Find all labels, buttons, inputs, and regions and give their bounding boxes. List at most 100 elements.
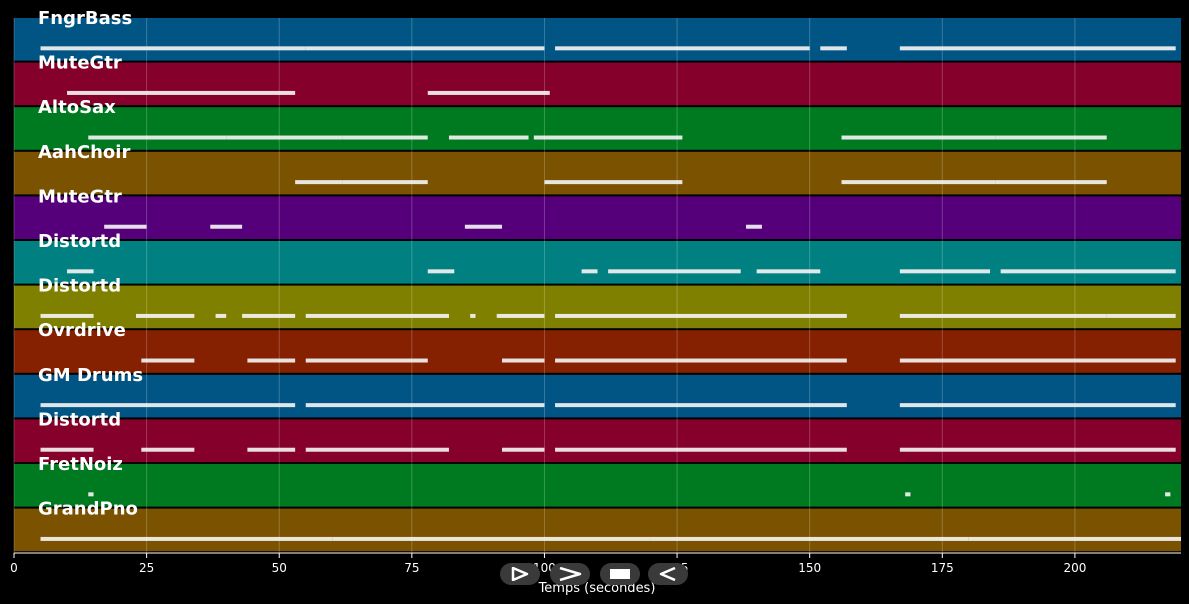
stop-button[interactable]	[600, 563, 640, 585]
x-tick-label: 150	[798, 561, 821, 575]
track-label: Distortd	[38, 409, 121, 430]
note-mark	[67, 269, 94, 274]
note-mark	[968, 536, 1181, 541]
track-label: AltoSax	[38, 97, 116, 118]
note-mark	[555, 358, 847, 363]
note-mark	[247, 447, 296, 452]
track-label: MuteGtr	[38, 53, 122, 74]
fast-forward-icon	[559, 567, 582, 581]
note-mark	[40, 313, 94, 318]
note-mark	[136, 313, 195, 318]
note-mark	[141, 358, 195, 363]
grid-lines	[13, 18, 1076, 553]
track-labels: FngrBass MuteGtr AltoSax AahChoir MuteGtr Dis…	[38, 8, 143, 520]
note-mark	[226, 135, 343, 140]
track-label: Distortd	[38, 276, 121, 297]
note-mark	[746, 224, 762, 229]
note-mark	[995, 135, 1107, 140]
note-mark	[899, 269, 991, 274]
note-mark	[342, 135, 428, 140]
note-mark	[40, 447, 94, 452]
note-mark	[581, 269, 598, 274]
note-mark	[88, 492, 94, 497]
note-mark	[242, 313, 296, 318]
note-mark	[905, 492, 911, 497]
note-mark	[502, 447, 545, 452]
track-label: MuteGtr	[38, 186, 122, 207]
note-mark	[502, 358, 545, 363]
note-mark	[608, 269, 741, 274]
track-label: AahChoir	[38, 142, 130, 163]
rewind-icon	[659, 567, 676, 581]
note-mark	[470, 313, 476, 318]
note-mark	[1000, 269, 1176, 274]
track-lane	[14, 419, 1181, 462]
note-mark	[305, 358, 428, 363]
note-mark	[650, 536, 969, 541]
note-mark	[995, 180, 1107, 185]
note-mark	[899, 447, 1176, 452]
note-mark	[295, 180, 343, 185]
note-mark	[305, 403, 545, 408]
x-tick-label: 0	[10, 561, 18, 575]
track-lane	[14, 196, 1181, 239]
note-mark	[1106, 313, 1176, 318]
note-mark	[533, 135, 683, 140]
note-mark	[448, 135, 529, 140]
note-marks	[40, 46, 1181, 541]
note-mark	[104, 224, 147, 229]
track-lane	[14, 62, 1181, 106]
note-mark	[88, 135, 227, 140]
track-label: GrandPno	[38, 499, 138, 520]
note-mark	[427, 269, 455, 274]
note-mark	[40, 403, 296, 408]
note-mark	[215, 313, 227, 318]
rewind-button[interactable]	[648, 563, 688, 585]
note-mark	[332, 536, 651, 541]
note-mark	[67, 90, 296, 95]
track-lane	[14, 18, 1181, 61]
note-mark	[141, 447, 195, 452]
track-lane	[14, 151, 1181, 195]
play-icon	[511, 567, 529, 581]
track-lane	[14, 241, 1181, 284]
note-mark	[555, 313, 847, 318]
track-lane	[14, 285, 1181, 329]
note-mark	[899, 46, 1176, 51]
x-tick-label: 50	[272, 561, 287, 575]
note-mark	[899, 313, 1107, 318]
x-tick-label: 175	[931, 561, 954, 575]
x-tick-label: 200	[1063, 561, 1086, 575]
track-label: FretNoiz	[38, 454, 123, 475]
x-tick-label: 25	[139, 561, 154, 575]
play-button[interactable]	[500, 563, 540, 585]
note-mark	[899, 358, 1176, 363]
track-lane	[14, 374, 1181, 418]
fast-forward-button[interactable]	[550, 563, 590, 585]
note-mark	[464, 224, 503, 229]
note-mark	[305, 313, 449, 318]
note-mark	[427, 90, 550, 95]
note-mark	[40, 46, 147, 51]
note-mark	[146, 46, 306, 51]
track-lane	[14, 464, 1181, 507]
note-mark	[555, 46, 810, 51]
note-mark	[247, 358, 296, 363]
note-mark	[305, 447, 449, 452]
track-lane	[14, 107, 1181, 150]
note-mark	[756, 269, 821, 274]
note-mark	[544, 180, 683, 185]
note-mark	[899, 403, 1176, 408]
note-mark	[40, 536, 333, 541]
note-mark	[555, 403, 847, 408]
note-mark	[305, 46, 545, 51]
note-mark	[841, 180, 996, 185]
track-label: FngrBass	[38, 8, 132, 29]
track-lanes	[14, 18, 1181, 552]
note-mark	[841, 135, 996, 140]
note-mark	[342, 180, 428, 185]
note-mark	[210, 224, 243, 229]
track-lane	[14, 330, 1181, 373]
stop-icon	[610, 569, 630, 579]
